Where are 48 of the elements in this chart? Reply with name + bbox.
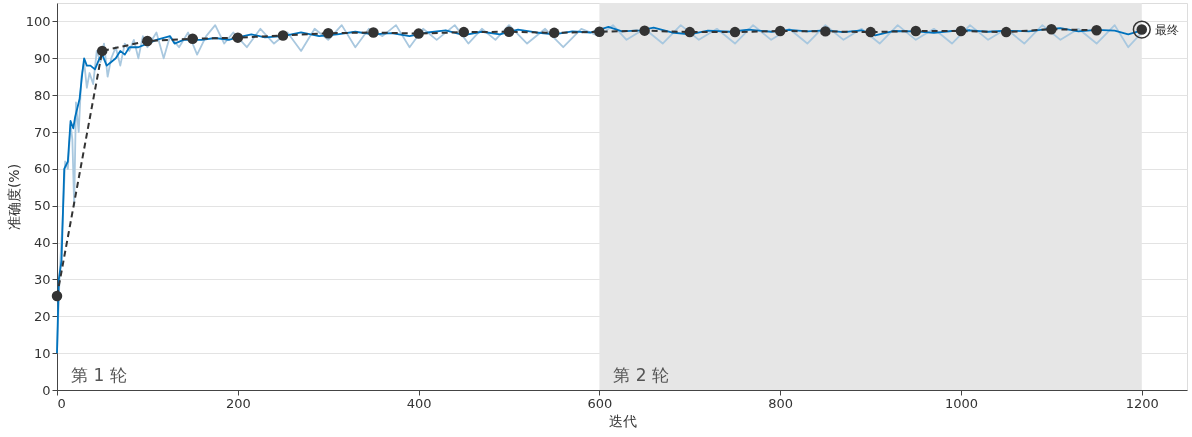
y-tick-label: 20 — [33, 308, 51, 324]
point — [774, 25, 786, 37]
point — [910, 25, 922, 37]
point — [413, 28, 424, 39]
point — [594, 26, 605, 37]
point — [548, 27, 560, 39]
point — [96, 45, 108, 57]
annotation: 最终 — [1154, 22, 1179, 37]
x-tick-label: 1200 — [1125, 395, 1159, 411]
point — [1046, 23, 1057, 35]
x-tick-label: 0 — [57, 395, 66, 411]
point — [820, 26, 831, 37]
y-tick-label: 90 — [33, 50, 51, 66]
point — [729, 26, 741, 38]
x-tick-label: 1000 — [944, 395, 979, 411]
point — [1091, 25, 1102, 36]
y-tick-label: 40 — [33, 235, 51, 251]
y-tick-label: 30 — [33, 271, 51, 287]
point — [322, 27, 334, 39]
point — [458, 26, 470, 38]
point — [187, 33, 198, 44]
x-tick-label: 800 — [768, 395, 794, 411]
annotation: 第 1 轮 — [71, 365, 127, 385]
point — [639, 25, 650, 36]
y-axis-title: 准确度(%) — [5, 163, 22, 231]
point — [955, 25, 967, 37]
y-tick-label: 0 — [42, 382, 51, 398]
x-tick-label: 200 — [225, 395, 251, 411]
x-axis-title: 迭代 — [608, 412, 637, 429]
point — [277, 30, 289, 41]
x-tick-label: 400 — [406, 395, 432, 411]
y-tick-label: 80 — [33, 87, 51, 103]
y-tick-label: 10 — [33, 345, 51, 361]
point — [1132, 20, 1151, 39]
point — [51, 290, 63, 302]
point — [142, 35, 153, 47]
y-tick-label: 60 — [33, 161, 51, 177]
y-tick-label: 100 — [25, 13, 51, 29]
point — [1000, 26, 1012, 38]
x-tick-label: 600 — [587, 395, 613, 411]
band-label: 第 2 轮 — [613, 365, 670, 385]
y-tick-label: 50 — [33, 198, 51, 214]
y-tick-label: 70 — [33, 124, 51, 140]
point — [684, 26, 696, 38]
point — [368, 27, 379, 38]
point — [503, 26, 515, 37]
point — [232, 32, 244, 43]
point — [865, 26, 876, 38]
